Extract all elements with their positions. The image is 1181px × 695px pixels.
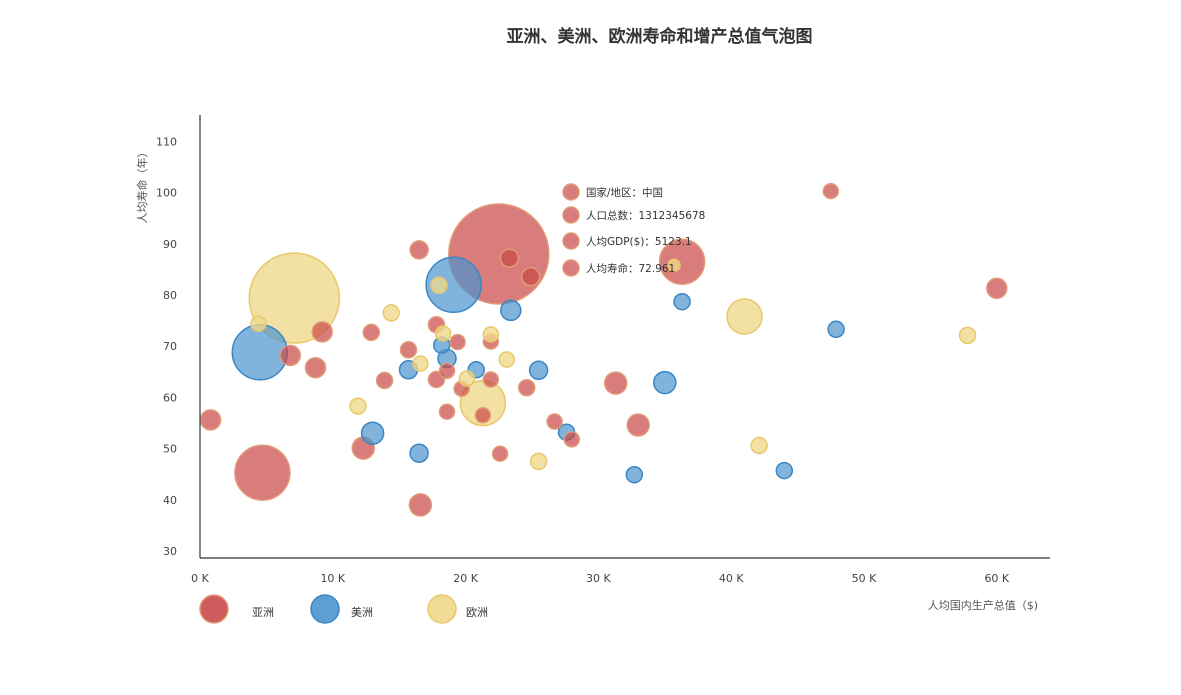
x-tick-label: 50 K xyxy=(852,572,877,585)
europe-bubble[interactable] xyxy=(482,326,500,343)
asia-bubble[interactable] xyxy=(311,321,333,343)
europe-bubble[interactable] xyxy=(529,452,548,471)
asia-bubble[interactable] xyxy=(626,413,650,437)
europe-bubble[interactable] xyxy=(248,252,341,344)
asia-bubble[interactable] xyxy=(234,444,291,501)
america-bubble[interactable] xyxy=(775,461,794,480)
legend-america-label[interactable]: 美洲 xyxy=(351,606,373,619)
america-bubble[interactable] xyxy=(653,370,677,395)
europe-bubble[interactable] xyxy=(250,315,267,332)
asia-bubble[interactable] xyxy=(362,323,381,342)
x-tick-label: 30 K xyxy=(586,572,611,585)
america-bubble[interactable] xyxy=(231,324,289,381)
tooltip-marker xyxy=(562,183,580,201)
y-tick-label: 60 xyxy=(163,391,177,404)
legend-america-marker[interactable] xyxy=(310,594,340,624)
europe-bubble[interactable] xyxy=(349,397,367,415)
europe-bubble[interactable] xyxy=(458,370,476,387)
x-tick-label: 60 K xyxy=(984,572,1009,585)
x-axis-title: 人均国内生产总值（$) xyxy=(928,598,1038,612)
europe-bubble[interactable] xyxy=(412,355,429,372)
europe-bubble[interactable] xyxy=(726,298,763,335)
europe-bubble[interactable] xyxy=(750,436,768,455)
tooltip-text: 人均GDP($)：5123.1 xyxy=(586,236,692,248)
asia-bubble[interactable] xyxy=(438,362,456,380)
x-tick-label: 0 K xyxy=(191,572,209,585)
asia-bubble[interactable] xyxy=(822,182,840,200)
america-bubble[interactable] xyxy=(425,256,482,314)
tooltip-marker xyxy=(562,259,580,277)
asia-bubble[interactable] xyxy=(375,371,394,390)
legend-europe-marker[interactable] xyxy=(427,594,457,624)
y-tick-label: 100 xyxy=(156,187,177,200)
x-tick-label: 40 K xyxy=(719,572,744,585)
america-bubble[interactable] xyxy=(827,320,845,339)
america-bubble[interactable] xyxy=(625,465,644,484)
y-tick-label: 80 xyxy=(163,289,177,302)
legend-asia-marker[interactable] xyxy=(199,594,229,624)
asia-bubble[interactable] xyxy=(603,371,628,395)
america-bubble[interactable] xyxy=(500,299,522,322)
america-bubble[interactable] xyxy=(409,443,429,463)
asia-bubble[interactable] xyxy=(438,403,456,420)
asia-bubble[interactable] xyxy=(491,445,509,462)
asia-bubble[interactable] xyxy=(409,240,429,260)
y-tick-label: 90 xyxy=(163,238,177,251)
asia-bubble[interactable] xyxy=(304,356,327,379)
asia-bubble[interactable] xyxy=(199,409,222,431)
europe-bubble[interactable] xyxy=(434,325,452,342)
y-axis-title: 人均寿命（年） xyxy=(135,147,149,224)
asia-bubble[interactable] xyxy=(399,341,418,359)
asia-bubble[interactable] xyxy=(986,277,1008,300)
tooltip-text: 国家/地区：中国 xyxy=(586,186,663,199)
asia-bubble[interactable] xyxy=(517,378,536,397)
tooltip-text: 人均寿命：72.961 xyxy=(586,262,675,275)
asia-bubble[interactable] xyxy=(449,333,466,351)
asia-bubble[interactable] xyxy=(563,431,581,448)
y-tick-label: 110 xyxy=(156,135,177,148)
america-bubble[interactable] xyxy=(528,360,549,381)
europe-bubble[interactable] xyxy=(382,304,400,322)
legend-europe-label[interactable]: 欧洲 xyxy=(466,606,488,619)
europe-bubble[interactable] xyxy=(498,351,516,368)
x-tick-label: 20 K xyxy=(453,572,478,585)
y-tick-label: 70 xyxy=(163,340,177,353)
chart-title: 亚洲、美洲、欧洲寿命和增产总值气泡图 xyxy=(506,27,813,47)
asia-bubble[interactable] xyxy=(658,238,706,285)
europe-bubble[interactable] xyxy=(430,276,448,295)
asia-bubble[interactable] xyxy=(279,344,302,367)
america-bubble[interactable] xyxy=(360,421,385,445)
asia-bubble[interactable] xyxy=(499,248,520,268)
y-tick-label: 50 xyxy=(163,443,177,456)
tooltip-text: 人口总数：1312345678 xyxy=(586,209,705,222)
europe-bubble[interactable] xyxy=(958,326,977,345)
asia-bubble[interactable] xyxy=(520,266,541,287)
asia-bubble[interactable] xyxy=(482,371,500,388)
legend-asia-label[interactable]: 亚洲 xyxy=(252,606,274,619)
america-bubble[interactable] xyxy=(673,292,691,311)
y-tick-label: 30 xyxy=(163,545,177,558)
asia-bubble[interactable] xyxy=(474,407,492,424)
y-tick-label: 40 xyxy=(163,494,177,507)
asia-bubble[interactable] xyxy=(408,493,433,517)
tooltip-marker xyxy=(562,206,580,224)
x-tick-label: 10 K xyxy=(320,572,345,585)
tooltip-marker xyxy=(562,232,580,250)
asia-bubble[interactable] xyxy=(546,413,563,430)
europe-bubble[interactable] xyxy=(667,258,681,273)
